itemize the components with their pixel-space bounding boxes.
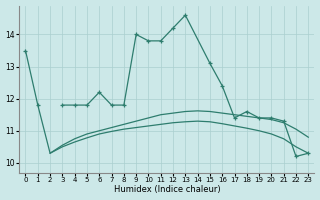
X-axis label: Humidex (Indice chaleur): Humidex (Indice chaleur) xyxy=(114,185,220,194)
